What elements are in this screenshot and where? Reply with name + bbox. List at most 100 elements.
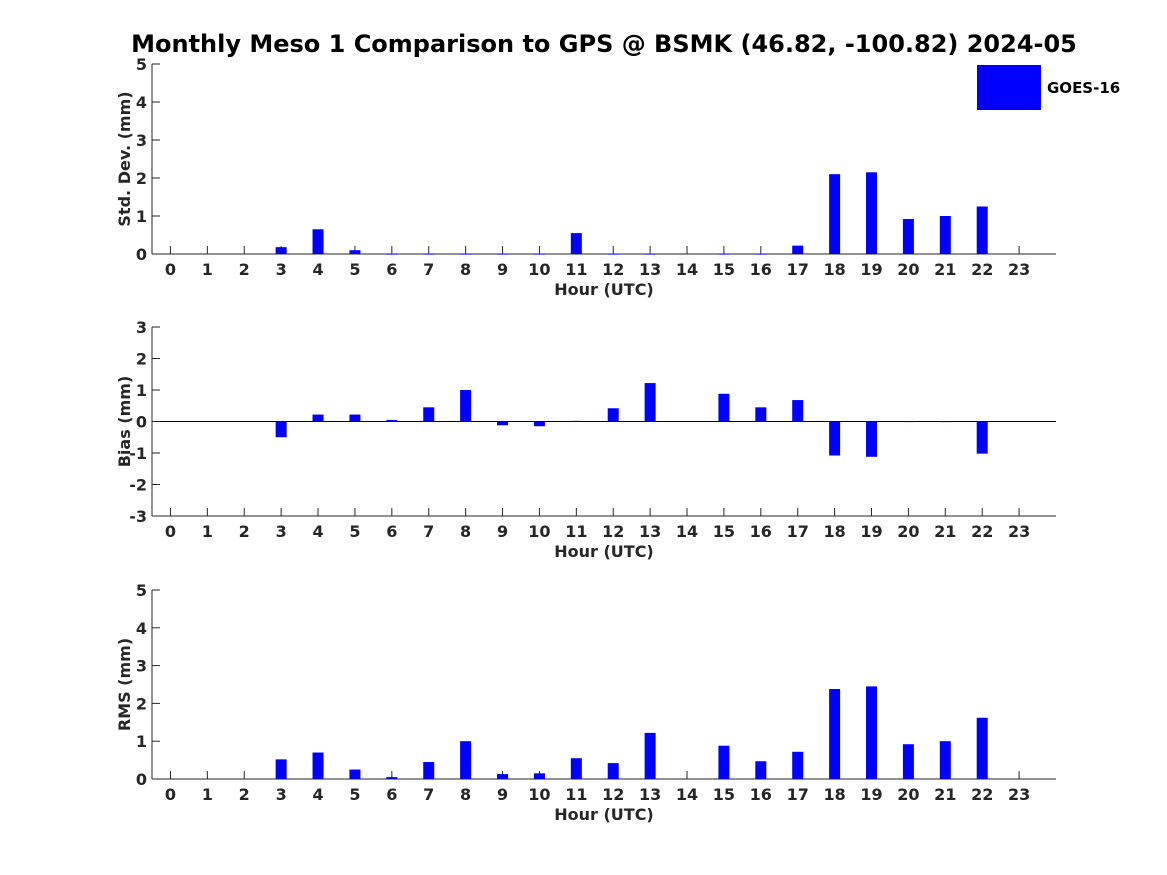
stddev-x-tick-label: 1 (202, 260, 213, 279)
bias-x-tick-label: 2 (239, 522, 250, 541)
stddev-bar (718, 254, 730, 255)
bias-x-tick-label: 22 (971, 522, 993, 541)
rms-x-tick-label: 12 (602, 785, 624, 804)
rms-y-tick-label: 2 (136, 694, 147, 713)
stddev-y-tick-label: 5 (136, 55, 147, 74)
rms-x-tick-label: 18 (823, 785, 845, 804)
stddev-x-tick-label: 23 (1008, 260, 1030, 279)
rms-x-tick-label: 0 (165, 785, 176, 804)
bias-x-tick-label: 7 (423, 522, 434, 541)
rms-x-tick-label: 5 (349, 785, 360, 804)
bias-bar (533, 421, 545, 427)
stddev-x-tick-label: 8 (460, 260, 471, 279)
stddev-y-axis-label: Std. Dev. (mm) (115, 91, 134, 226)
stddev-x-tick-label: 9 (497, 260, 508, 279)
bias-x-tick-label: 21 (934, 522, 956, 541)
stddev-x-tick-label: 22 (971, 260, 993, 279)
rms-x-tick-label: 4 (312, 785, 323, 804)
rms-x-tick-label: 22 (971, 785, 993, 804)
rms-bar (607, 763, 619, 779)
stddev-bar (460, 254, 472, 255)
stddev-x-axis-label: Hour (UTC) (554, 280, 654, 299)
bias-y-tick-label: 3 (136, 318, 147, 337)
legend-swatch (977, 65, 1041, 110)
figure-title: Monthly Meso 1 Comparison to GPS @ BSMK … (131, 30, 1077, 58)
stddev-bar (755, 254, 767, 255)
stddev-y-tick-label: 0 (136, 245, 147, 264)
stddev-x-tick-label: 14 (676, 260, 698, 279)
stddev-x-tick-label: 13 (639, 260, 661, 279)
rms-x-tick-label: 19 (860, 785, 882, 804)
stddev-y-tick-label: 3 (136, 131, 147, 150)
rms-bar (386, 777, 398, 779)
bias-x-tick-label: 3 (276, 522, 287, 541)
rms-bar (976, 717, 988, 779)
stddev-x-tick-label: 18 (823, 260, 845, 279)
bias-x-tick-label: 16 (750, 522, 772, 541)
bias-bar (866, 421, 878, 457)
stddev-y-tick-label: 4 (136, 93, 147, 112)
stddev-bar (902, 219, 914, 254)
bias-x-tick-label: 10 (528, 522, 550, 541)
rms-y-tick-label: 4 (136, 619, 147, 638)
bias-y-axis-label: Bias (mm) (115, 376, 134, 468)
stddev-x-tick-label: 3 (276, 260, 287, 279)
bias-bar (755, 407, 767, 422)
bias-bar (423, 407, 435, 422)
stddev-bar (607, 254, 619, 255)
bias-x-tick-label: 9 (497, 522, 508, 541)
bias-x-tick-label: 14 (676, 522, 698, 541)
rms-x-tick-label: 23 (1008, 785, 1030, 804)
stddev-bar (497, 254, 509, 255)
rms-bar (460, 741, 472, 779)
rms-bar (644, 732, 656, 779)
bias-bar (829, 421, 841, 456)
stddev-x-tick-label: 5 (349, 260, 360, 279)
rms-x-tick-label: 11 (565, 785, 587, 804)
rms-bar (902, 744, 914, 779)
rms-x-tick-label: 3 (276, 785, 287, 804)
stddev-x-tick-label: 2 (239, 260, 250, 279)
rms-x-tick-label: 15 (713, 785, 735, 804)
bias-x-tick-label: 17 (787, 522, 809, 541)
bias-bar (570, 420, 582, 422)
bias-x-tick-label: 5 (349, 522, 360, 541)
rms-x-axis-label: Hour (UTC) (554, 805, 654, 824)
rms-y-tick-label: 5 (136, 581, 147, 600)
bias-x-axis-label: Hour (UTC) (554, 542, 654, 561)
stddev-x-tick-label: 12 (602, 260, 624, 279)
bias-x-tick-label: 8 (460, 522, 471, 541)
stddev-bar (792, 245, 804, 254)
stddev-y-tick-label: 2 (136, 169, 147, 188)
stddev-x-tick-label: 19 (860, 260, 882, 279)
stddev-bar (829, 174, 841, 254)
legend-label: GOES-16 (1047, 79, 1120, 97)
stddev-x-tick-label: 21 (934, 260, 956, 279)
bias-x-tick-label: 23 (1008, 522, 1030, 541)
bias-y-tick-label: -3 (129, 507, 147, 526)
bias-x-tick-label: 11 (565, 522, 587, 541)
bias-y-tick-label: -2 (129, 476, 147, 495)
rms-x-tick-label: 1 (202, 785, 213, 804)
bias-x-tick-label: 4 (312, 522, 323, 541)
stddev-bar (386, 254, 398, 255)
stddev-bar (939, 216, 951, 254)
rms-x-tick-label: 10 (528, 785, 550, 804)
rms-y-axis-label: RMS (mm) (115, 638, 134, 731)
rms-bar (939, 741, 951, 779)
rms-x-tick-label: 9 (497, 785, 508, 804)
rms-x-tick-label: 17 (787, 785, 809, 804)
rms-x-tick-label: 20 (897, 785, 919, 804)
stddev-bar (275, 247, 287, 254)
bias-bar (386, 419, 398, 422)
stddev-x-tick-label: 16 (750, 260, 772, 279)
bias-bar (792, 400, 804, 422)
stddev-x-tick-label: 10 (528, 260, 550, 279)
bias-y-tick-label: 0 (136, 413, 147, 432)
rms-x-tick-label: 13 (639, 785, 661, 804)
bias-bar (718, 393, 730, 422)
bias-bar (312, 414, 324, 422)
stddev-x-tick-label: 20 (897, 260, 919, 279)
rms-y-tick-label: 0 (136, 770, 147, 789)
